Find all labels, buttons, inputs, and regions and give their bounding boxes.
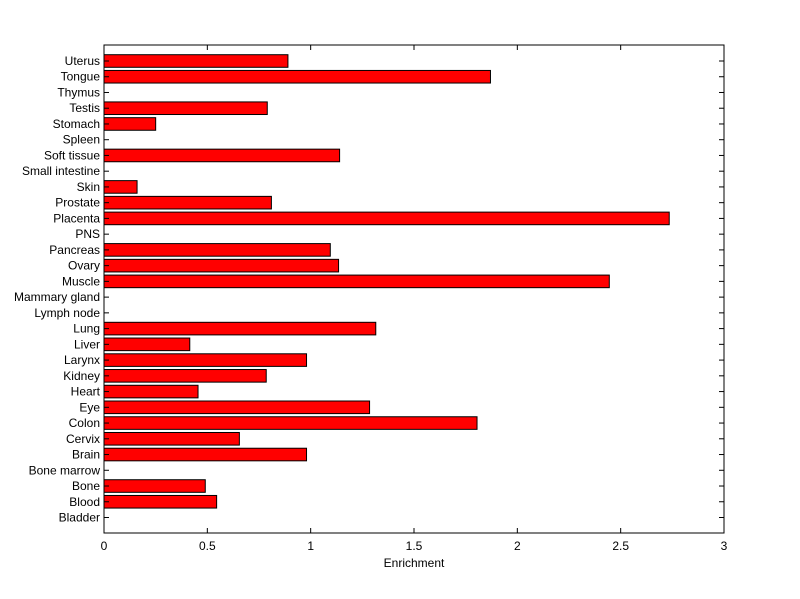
bar-muscle: [103, 274, 610, 289]
bar-ovary: [103, 258, 340, 273]
x-tick-label-6: 3: [721, 539, 728, 553]
y-tick-label-spleen: Spleen: [63, 133, 100, 147]
y-tick-label-muscle: Muscle: [62, 274, 100, 288]
y-tick-label-skin: Skin: [77, 180, 100, 194]
y-tick-label-small-intestine: Small intestine: [22, 164, 100, 178]
bar-uterus: [103, 54, 289, 68]
y-tick-label-cervix: Cervix: [66, 432, 100, 446]
bar-pancreas: [103, 243, 331, 257]
y-tick-label-pancreas: Pancreas: [49, 243, 100, 257]
bar-lung: [103, 321, 377, 336]
y-tick-label-bone: Bone: [72, 479, 100, 493]
x-tick-label-0: 0: [101, 539, 108, 553]
y-tick-label-mammary-gland: Mammary gland: [14, 290, 100, 304]
y-tick-label-heart: Heart: [71, 385, 101, 399]
x-tick-label-5: 2.5: [612, 539, 629, 553]
y-tick-label-placenta: Placenta: [53, 211, 100, 225]
y-tick-label-lymph-node: Lymph node: [34, 306, 100, 320]
x-tick-label-2: 1: [307, 539, 314, 553]
y-tick-label-testis: Testis: [69, 101, 100, 115]
x-tick-label-3: 1.5: [406, 539, 423, 553]
bar-prostate: [103, 195, 272, 210]
y-tick-label-eye: Eye: [79, 400, 100, 414]
y-tick-label-soft-tissue: Soft tissue: [44, 148, 100, 162]
y-tick-label-brain: Brain: [72, 448, 100, 462]
x-tick-label-4: 2: [514, 539, 521, 553]
bar-blood: [103, 494, 218, 509]
bar-brain: [103, 447, 308, 462]
y-tick-label-stomach: Stomach: [53, 117, 100, 131]
bar-liver: [103, 337, 191, 352]
bar-soft-tissue: [103, 148, 341, 163]
y-tick-label-uterus: Uterus: [65, 54, 100, 68]
y-tick-label-kidney: Kidney: [63, 369, 100, 383]
bar-heart: [103, 384, 199, 399]
y-tick-label-lung: Lung: [73, 322, 100, 336]
plot-frame: [103, 44, 725, 534]
x-axis-label: Enrichment: [384, 556, 445, 570]
y-tick-label-bone-marrow: Bone marrow: [29, 463, 101, 477]
y-tick-label-larynx: Larynx: [64, 353, 100, 367]
bar-kidney: [103, 369, 267, 383]
y-tick-label-colon: Colon: [69, 416, 100, 430]
y-tick-label-prostate: Prostate: [55, 196, 100, 210]
y-tick-label-bladder: Bladder: [59, 511, 100, 525]
bar-bone: [103, 479, 206, 493]
bar-colon: [103, 416, 478, 430]
bar-larynx: [103, 353, 308, 367]
y-tick-label-ovary: Ovary: [68, 259, 100, 273]
y-tick-label-blood: Blood: [69, 495, 100, 509]
bar-cervix: [103, 431, 240, 446]
y-tick-label-liver: Liver: [74, 337, 100, 351]
bar-eye: [103, 400, 371, 415]
bar-testis: [103, 101, 268, 116]
x-tick-label-1: 0.5: [199, 539, 216, 553]
bar-stomach: [103, 117, 157, 131]
y-tick-label-pns: PNS: [75, 227, 100, 241]
y-tick-label-tongue: Tongue: [61, 70, 101, 84]
y-tick-label-thymus: Thymus: [57, 85, 100, 99]
bar-placenta: [103, 211, 670, 226]
bar-tongue: [103, 69, 491, 84]
